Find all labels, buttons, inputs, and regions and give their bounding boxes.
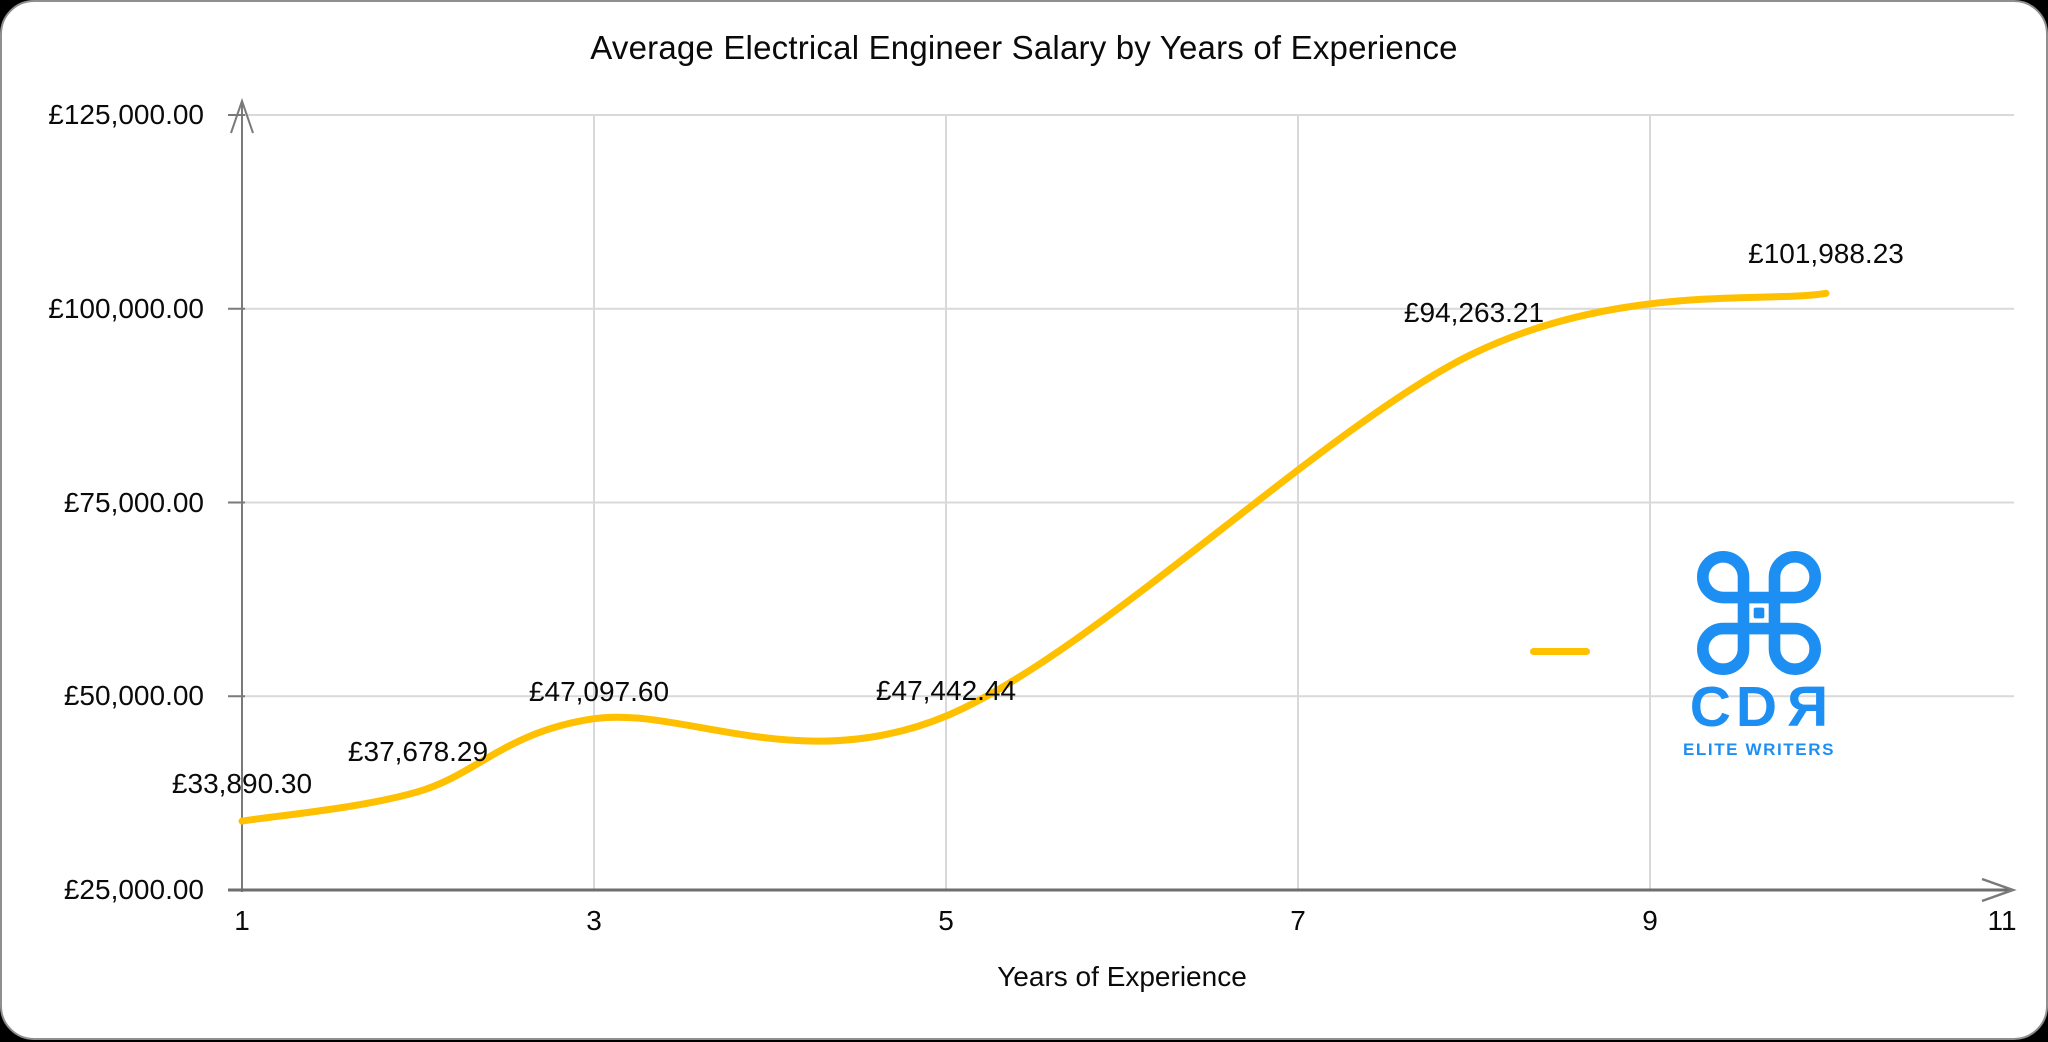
y-tick-label: £25,000.00 xyxy=(2,873,204,907)
x-tick-label: 3 xyxy=(524,905,664,937)
x-tick-label: 11 xyxy=(1932,905,2048,937)
y-tick-label: £50,000.00 xyxy=(2,679,204,713)
data-label: £37,678.29 xyxy=(348,736,488,768)
y-tick-label: £125,000.00 xyxy=(2,98,204,132)
y-tick-label: £75,000.00 xyxy=(2,486,204,520)
data-label: £47,097.60 xyxy=(529,676,669,708)
cdr-clover-icon xyxy=(1689,551,1829,675)
data-label: £47,442.44 xyxy=(876,675,1016,707)
x-tick-label: 1 xyxy=(172,905,312,937)
x-tick-label: 9 xyxy=(1580,905,1720,937)
logo-wordmark: CDR xyxy=(1654,679,1864,736)
logo-tagline: ELITE WRITERS xyxy=(1654,740,1864,760)
x-tick-label: 7 xyxy=(1228,905,1368,937)
x-tick-label: 5 xyxy=(876,905,1016,937)
logo-letter-d: D xyxy=(1736,675,1782,739)
legend-line-marker xyxy=(1530,648,1590,655)
data-label: £33,890.30 xyxy=(172,768,312,800)
logo-letter-c: C xyxy=(1690,675,1736,739)
y-tick-label: £100,000.00 xyxy=(2,292,204,326)
logo-letter-r: R xyxy=(1782,679,1828,736)
data-label: £101,988.23 xyxy=(1748,238,1904,270)
data-label: £94,263.21 xyxy=(1404,297,1544,329)
x-axis-title: Years of Experience xyxy=(242,961,2002,993)
cdr-elite-writers-logo: CDR ELITE WRITERS xyxy=(1654,551,1864,760)
